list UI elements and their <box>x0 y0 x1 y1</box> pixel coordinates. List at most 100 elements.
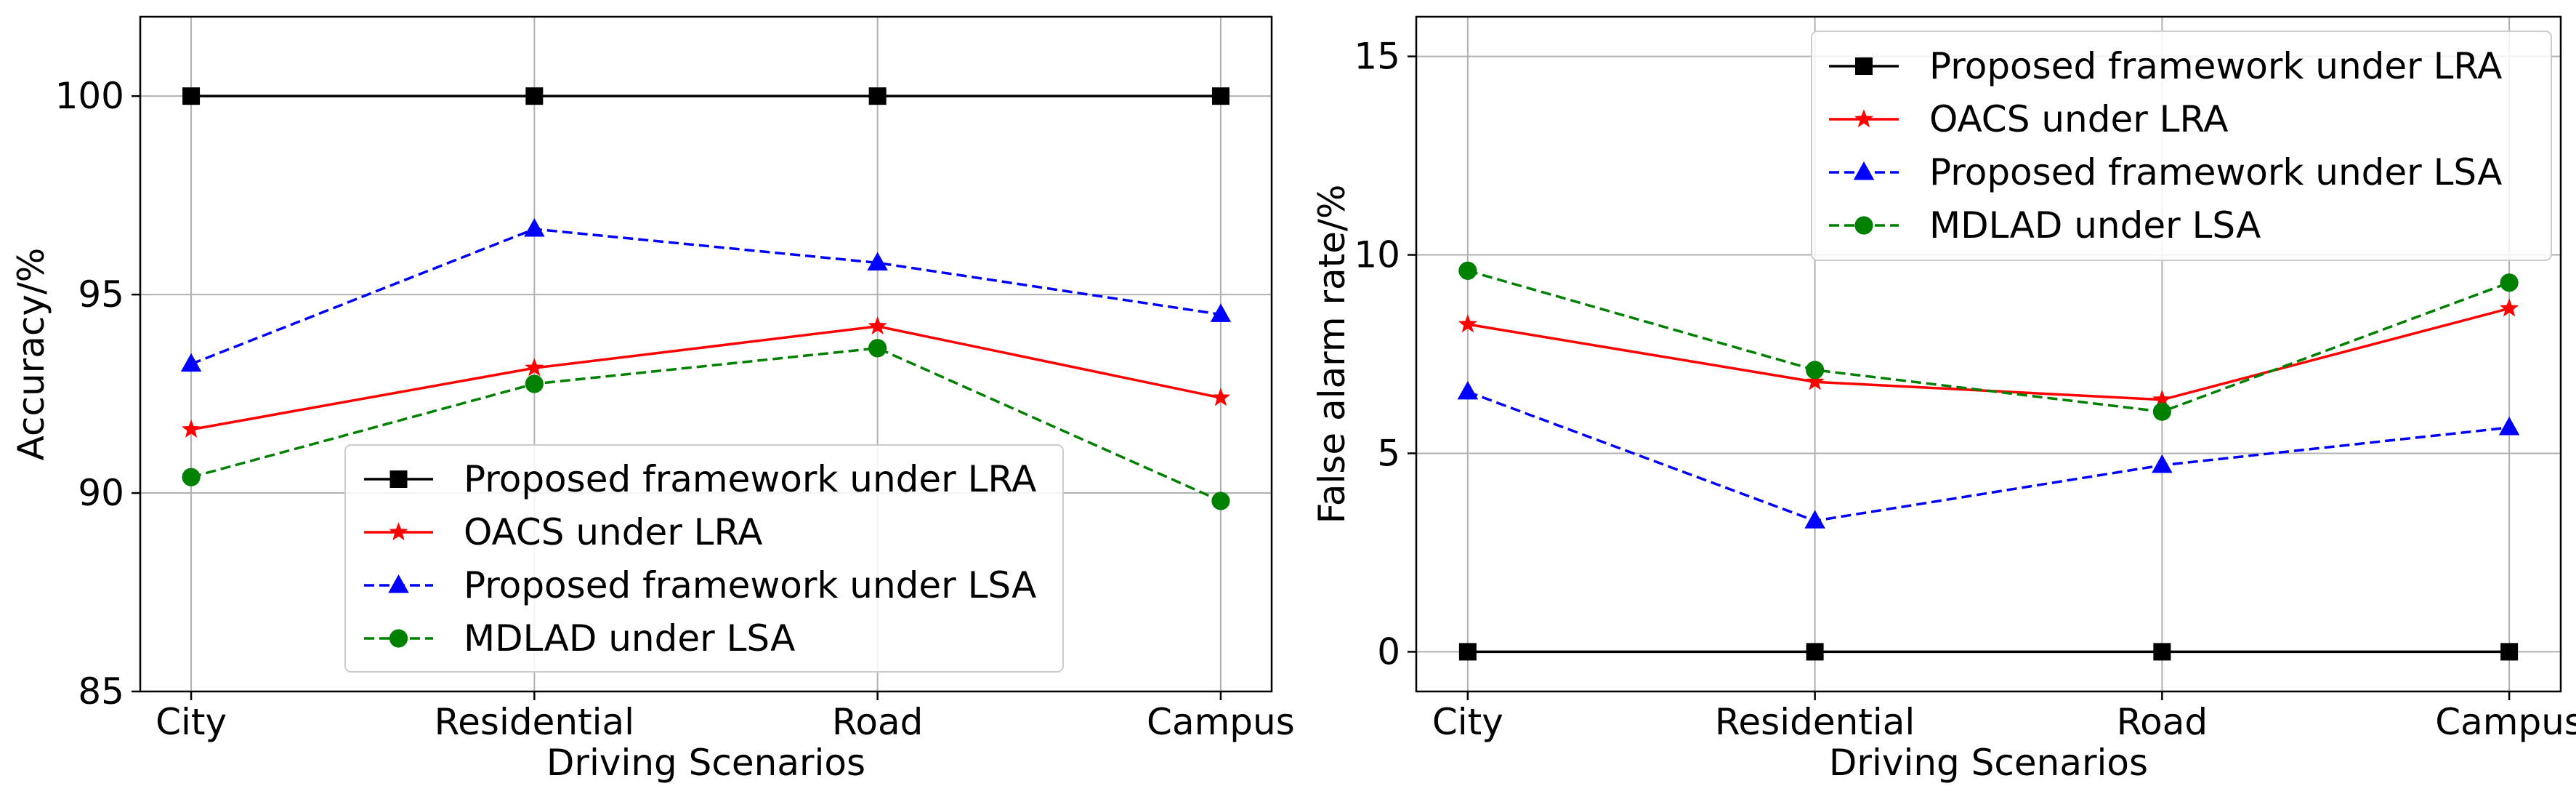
false-alarm-series-proposed-framework-under-lra <box>1458 643 2519 661</box>
accuracy-x-tick-label-city: City <box>156 701 227 743</box>
accuracy-point-proposed-framework-under-lra-city <box>182 87 201 105</box>
false-alarm-legend-label: MDLAD under LSA <box>1929 204 2261 246</box>
accuracy-legend-item-mdlad-under-lsa: MDLAD under LSA <box>364 617 795 659</box>
false-alarm-legend-label: OACS under LRA <box>1929 98 2228 140</box>
accuracy-point-proposed-framework-under-lra-road <box>868 87 887 105</box>
false-alarm-legend-marker <box>1854 109 1874 128</box>
accuracy-series-proposed-framework-under-lsa <box>180 218 1232 372</box>
false-alarm-legend-item-proposed-framework-under-lsa: Proposed framework under LSA <box>1829 151 2502 193</box>
accuracy-legend-label: Proposed framework under LSA <box>464 564 1036 606</box>
accuracy-legend-label: OACS under LRA <box>464 511 762 553</box>
false-alarm-y-tick-label: 0 <box>1377 630 1400 673</box>
false-alarm-x-tick-label-residential: Residential <box>1715 701 1915 743</box>
false-alarm-legend-item-proposed-framework-under-lra: Proposed framework under LRA <box>1829 45 2502 87</box>
false-alarm-point-oacs-under-lra-campus <box>2500 298 2519 317</box>
accuracy-point-proposed-framework-under-lsa-city <box>180 353 202 372</box>
accuracy-point-oacs-under-lra-residential <box>525 358 544 377</box>
false-alarm-y-ticks: 0 5 10 15 <box>1354 36 1416 673</box>
accuracy-point-proposed-framework-under-lra-residential <box>525 87 544 105</box>
accuracy-point-mdlad-under-lsa-residential <box>525 374 544 393</box>
accuracy-y-tick-label: 90 <box>78 472 124 514</box>
false-alarm-series-line-mdlad-under-lsa <box>1467 269 2510 413</box>
accuracy-y-tick-label: 100 <box>55 75 124 117</box>
accuracy-y-tick-label: 85 <box>78 670 124 713</box>
false-alarm-point-oacs-under-lra-road <box>2152 389 2172 408</box>
false-alarm-legend: Proposed framework under LRA OACS under L… <box>1811 31 2552 261</box>
false-alarm-legend-box <box>1811 31 2552 261</box>
accuracy-point-oacs-under-lra-campus <box>1211 388 1231 406</box>
false-alarm-point-proposed-framework-under-lra-city <box>1458 643 1477 661</box>
accuracy-x-tick-label-road: Road <box>832 701 923 743</box>
accuracy-series-mdlad-under-lsa <box>182 339 1230 510</box>
accuracy-point-proposed-framework-under-lsa-residential <box>524 218 545 237</box>
accuracy-legend-marker <box>389 522 408 541</box>
false-alarm-point-proposed-framework-under-lsa-campus <box>2498 416 2520 436</box>
accuracy-legend-label: MDLAD under LSA <box>464 617 795 659</box>
false-alarm-y-axis-label: False alarm rate/% <box>1311 185 1353 524</box>
false-alarm-legend-label: Proposed framework under LRA <box>1929 45 2502 87</box>
accuracy-point-proposed-framework-under-lsa-road <box>867 252 888 270</box>
accuracy-point-mdlad-under-lsa-road <box>868 339 887 358</box>
false-alarm-point-mdlad-under-lsa-road <box>2152 402 2171 421</box>
false-alarm-x-ticks: City Residential Road Campus <box>1432 691 2576 743</box>
false-alarm-x-tick-label-campus: Campus <box>2435 701 2576 743</box>
false-alarm-point-proposed-framework-under-lsa-road <box>2152 454 2173 473</box>
false-alarm-legend-item-oacs-under-lra: OACS under LRA <box>1829 98 2228 140</box>
false-alarm-legend-marker <box>1854 216 1873 235</box>
accuracy-point-oacs-under-lra-city <box>181 419 201 438</box>
accuracy-legend-marker <box>389 470 408 488</box>
false-alarm-x-tick-label-city: City <box>1432 701 1503 743</box>
accuracy-series-oacs-under-lra <box>181 316 1231 438</box>
accuracy-legend-label: Proposed framework under LRA <box>464 458 1036 500</box>
false-alarm-series-line-proposed-framework-under-lsa <box>1467 390 2510 523</box>
accuracy-x-axis-label: Driving Scenarios <box>546 742 865 784</box>
accuracy-point-proposed-framework-under-lra-campus <box>1211 87 1230 105</box>
false-alarm-point-mdlad-under-lsa-campus <box>2500 273 2519 292</box>
accuracy-legend-item-proposed-framework-under-lra: Proposed framework under LRA <box>364 458 1036 500</box>
accuracy-x-tick-label-campus: Campus <box>1147 701 1295 743</box>
accuracy-point-mdlad-under-lsa-city <box>182 468 201 486</box>
accuracy-series-line-proposed-framework-under-lsa <box>190 228 1222 366</box>
false-alarm-series <box>1457 261 2520 661</box>
accuracy-point-mdlad-under-lsa-campus <box>1211 492 1230 510</box>
accuracy-legend-item-proposed-framework-under-lsa: Proposed framework under LSA <box>364 564 1036 606</box>
false-alarm-point-proposed-framework-under-lra-residential <box>1806 643 1824 661</box>
accuracy-chart: 85 90 95 100 City Residential Road Campus Driv… <box>10 15 1295 784</box>
accuracy-legend-box <box>344 444 1064 673</box>
accuracy-legend-marker <box>389 629 408 648</box>
false-alarm-legend-item-mdlad-under-lsa: MDLAD under LSA <box>1829 204 2261 246</box>
false-alarm-legend-label: Proposed framework under LSA <box>1929 151 2502 193</box>
false-alarm-x-tick-label-road: Road <box>2117 701 2208 743</box>
accuracy-series-line-mdlad-under-lsa <box>190 347 1222 502</box>
accuracy-point-oacs-under-lra-road <box>868 316 887 334</box>
false-alarm-point-proposed-framework-under-lsa-residential <box>1804 510 1825 529</box>
false-alarm-point-oacs-under-lra-city <box>1458 314 1477 333</box>
false-alarm-y-tick-label: 15 <box>1354 36 1400 78</box>
accuracy-legend: Proposed framework under LRA OACS under L… <box>344 444 1064 673</box>
false-alarm-plot-frame <box>1415 15 2562 693</box>
accuracy-point-proposed-framework-under-lsa-campus <box>1210 303 1232 322</box>
false-alarm-series-mdlad-under-lsa <box>1458 261 2519 421</box>
false-alarm-point-mdlad-under-lsa-city <box>1458 261 1477 280</box>
false-alarm-point-proposed-framework-under-lra-campus <box>2500 643 2519 661</box>
accuracy-y-tick-label: 95 <box>78 273 124 316</box>
accuracy-x-ticks: City Residential Road Campus <box>156 691 1295 743</box>
false-alarm-point-proposed-framework-under-lsa-city <box>1457 380 1479 400</box>
accuracy-legend-item-oacs-under-lra: OACS under LRA <box>364 511 762 553</box>
false-alarm-x-axis-label: Driving Scenarios <box>1829 742 2148 784</box>
false-alarm-legend-marker <box>1853 161 1875 180</box>
false-alarm-y-tick-label: 5 <box>1377 432 1400 474</box>
accuracy-y-ticks: 85 90 95 100 <box>55 75 140 713</box>
false-alarm-series-proposed-framework-under-lsa <box>1457 380 2520 529</box>
accuracy-legend-marker <box>388 574 409 593</box>
false-alarm-point-proposed-framework-under-lra-road <box>2153 643 2171 661</box>
accuracy-series <box>180 87 1232 510</box>
false-alarm-point-oacs-under-lra-residential <box>1805 372 1825 390</box>
false-alarm-y-tick-label: 10 <box>1354 234 1400 276</box>
accuracy-plot-frame <box>139 15 1273 693</box>
false-alarm-point-mdlad-under-lsa-residential <box>1806 361 1825 380</box>
accuracy-series-line-oacs-under-lra <box>190 325 1222 431</box>
accuracy-x-tick-label-residential: Residential <box>435 701 634 743</box>
accuracy-y-axis-label: Accuracy/% <box>10 248 52 461</box>
